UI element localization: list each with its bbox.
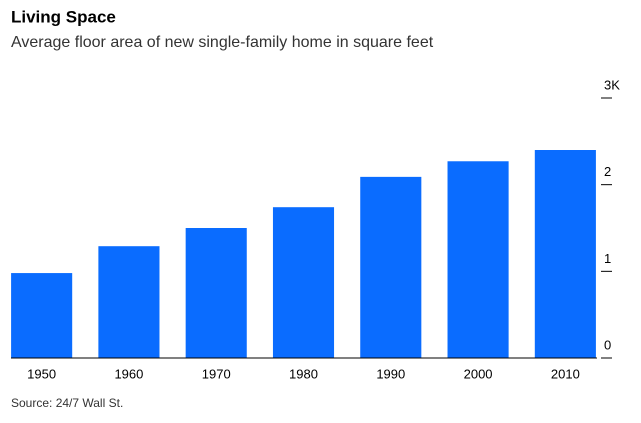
y-tick-label: 3K (604, 77, 620, 92)
bar (272, 207, 335, 358)
bar (534, 150, 596, 358)
y-tick-label: 2 (604, 164, 611, 179)
x-tick-label: 2010 (551, 366, 580, 381)
y-tick-label: 1 (604, 251, 611, 266)
x-tick-label: 1970 (202, 366, 231, 381)
bar (98, 246, 160, 358)
y-tick-label: 0 (604, 337, 611, 352)
x-tick-label: 1950 (27, 366, 56, 381)
chart-title: Living Space (11, 7, 116, 26)
bar (360, 176, 422, 358)
x-tick-label: 1960 (114, 366, 143, 381)
x-tick-label: 1990 (376, 366, 405, 381)
bar (447, 161, 509, 358)
source-note: Source: 24/7 Wall St. (11, 396, 123, 410)
chart-subtitle: Average floor area of new single-family … (11, 34, 434, 51)
x-tick-label: 2000 (464, 366, 493, 381)
bar (185, 228, 247, 358)
bar (11, 273, 73, 358)
x-tick-label: 1980 (289, 366, 318, 381)
